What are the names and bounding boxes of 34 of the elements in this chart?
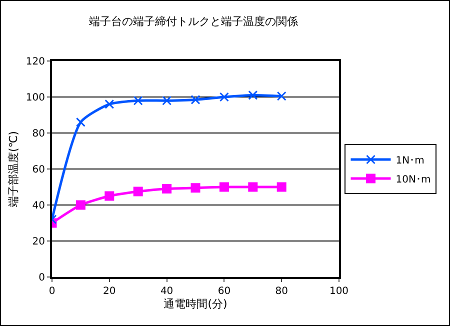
- point: [76, 200, 86, 210]
- point: [276, 182, 286, 192]
- point: [190, 94, 200, 104]
- point: [104, 99, 114, 109]
- y-axis-title: 端子部温度(℃): [7, 131, 20, 207]
- chart-title: 端子台の端子締付トルクと端子温度の関係: [89, 14, 298, 28]
- legend-label: 10N･m: [396, 174, 431, 186]
- y-tick-label: 100: [26, 92, 45, 104]
- point: [76, 117, 86, 127]
- point: [190, 183, 200, 193]
- point: [133, 96, 143, 106]
- point: [219, 182, 229, 192]
- point: [248, 182, 258, 192]
- y-tick-label: 60: [32, 164, 45, 176]
- legend-label: 1N･m: [396, 155, 424, 166]
- x-tick-label: 100: [329, 286, 349, 297]
- y-tick-label: 40: [32, 200, 45, 212]
- x-tick-label: 0: [48, 286, 56, 297]
- y-tick-label: 120: [26, 56, 45, 68]
- point: [248, 90, 258, 100]
- point: [133, 186, 143, 196]
- y-tick-label: 80: [32, 128, 45, 140]
- x-tick-label: 80: [275, 286, 288, 297]
- point: [276, 91, 286, 101]
- point: [104, 191, 114, 201]
- point: [162, 184, 172, 194]
- x-tick-label: 40: [160, 286, 174, 297]
- x-axis-title: 通電時間(分): [164, 298, 228, 311]
- x-tick-label: 20: [103, 286, 116, 297]
- y-tick-label: 0: [38, 272, 45, 284]
- point: [219, 92, 229, 102]
- y-tick-label: 20: [32, 236, 45, 248]
- point: [162, 96, 172, 106]
- x-tick-label: 60: [218, 286, 231, 297]
